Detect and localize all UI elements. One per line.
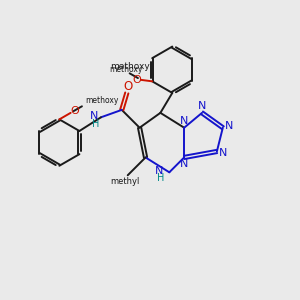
Text: N: N (154, 166, 163, 176)
Text: N: N (225, 121, 233, 131)
Text: N: N (179, 116, 188, 126)
Text: methyl: methyl (110, 177, 140, 186)
Text: methoxy: methoxy (110, 62, 149, 71)
Text: H: H (157, 172, 164, 183)
Text: methoxy: methoxy (110, 65, 143, 74)
Text: O: O (124, 80, 133, 94)
Text: O: O (132, 75, 141, 85)
Text: N: N (198, 101, 206, 111)
Text: methoxy: methoxy (85, 97, 118, 106)
Text: H: H (92, 119, 100, 129)
Text: N: N (219, 148, 228, 158)
Text: O: O (70, 106, 79, 116)
Text: N: N (179, 159, 188, 169)
Text: N: N (90, 111, 98, 121)
